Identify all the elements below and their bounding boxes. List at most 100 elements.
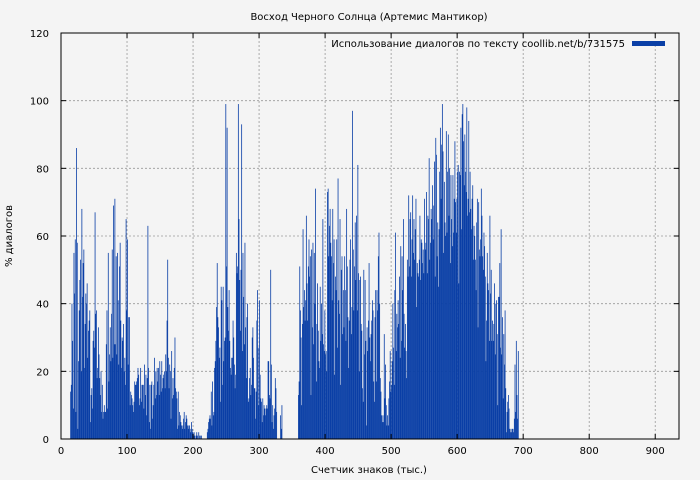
bar — [124, 357, 126, 439]
bar — [136, 381, 138, 439]
bar — [379, 378, 381, 439]
bar — [431, 219, 433, 439]
bar — [474, 236, 476, 439]
bar — [84, 367, 85, 439]
bar — [373, 381, 375, 439]
bar — [164, 388, 166, 439]
bar — [86, 283, 88, 439]
bar — [408, 195, 410, 439]
bar — [156, 395, 157, 439]
bar — [134, 384, 136, 439]
bar — [344, 256, 346, 439]
bar — [78, 361, 79, 439]
bar — [158, 395, 160, 439]
bar — [305, 215, 307, 439]
bar — [181, 428, 183, 439]
bar — [498, 296, 500, 439]
bar — [150, 428, 151, 439]
bar — [195, 435, 197, 439]
bar — [183, 418, 184, 439]
bar — [426, 273, 428, 439]
bar — [486, 252, 488, 439]
bar — [302, 229, 304, 439]
bar — [167, 259, 169, 439]
bar — [146, 378, 148, 439]
x-tick-label: 800 — [580, 446, 599, 457]
legend-swatch — [632, 41, 665, 46]
bar — [251, 384, 252, 439]
bar — [362, 401, 364, 439]
bar — [331, 300, 333, 439]
bar — [336, 239, 338, 439]
bar — [329, 208, 331, 439]
bar — [232, 320, 234, 439]
bar — [185, 415, 187, 439]
bar — [162, 388, 163, 439]
bar — [317, 330, 319, 439]
bar — [329, 225, 330, 439]
bar — [412, 252, 414, 439]
bar — [142, 384, 144, 439]
bar — [351, 307, 353, 439]
bar — [395, 351, 397, 439]
bar — [461, 114, 463, 439]
bar — [466, 107, 468, 439]
bar — [281, 405, 283, 439]
bar — [438, 286, 439, 439]
bar — [494, 354, 496, 439]
bar — [369, 337, 371, 439]
bar — [492, 340, 494, 439]
bar — [514, 364, 516, 439]
bar — [385, 405, 387, 439]
bar — [104, 411, 106, 439]
bar — [280, 415, 282, 439]
bar — [385, 364, 386, 439]
bar — [215, 340, 217, 439]
bar — [374, 317, 376, 439]
bar — [267, 361, 269, 439]
bar — [424, 249, 426, 439]
bar — [400, 246, 402, 439]
bar — [439, 127, 441, 439]
bar — [153, 384, 155, 439]
bar — [184, 428, 186, 439]
bar — [414, 229, 416, 439]
bar — [91, 388, 93, 439]
bar — [376, 290, 378, 439]
bar — [119, 266, 120, 439]
bar — [447, 171, 449, 439]
bar — [472, 185, 474, 439]
bar — [268, 395, 270, 439]
bar — [333, 263, 334, 439]
bar — [144, 395, 146, 439]
bar — [252, 327, 254, 439]
bar — [166, 320, 168, 439]
bar — [357, 164, 359, 439]
bar — [424, 198, 425, 439]
bar — [90, 422, 91, 439]
bar — [164, 371, 165, 439]
bar — [445, 131, 447, 439]
bar — [115, 344, 116, 439]
bar — [487, 283, 489, 439]
bar — [321, 303, 322, 439]
bar — [152, 418, 153, 439]
bar — [70, 384, 72, 439]
bar — [453, 198, 455, 439]
bar — [76, 242, 78, 439]
bar — [125, 384, 126, 439]
bar — [189, 428, 191, 439]
bar — [214, 361, 216, 439]
bar — [170, 418, 172, 439]
bar — [362, 388, 363, 439]
bar — [219, 347, 221, 439]
bar — [482, 256, 484, 439]
bar — [145, 374, 147, 439]
bar — [135, 384, 137, 439]
bar — [233, 364, 235, 439]
bar — [473, 225, 475, 439]
bar — [507, 395, 509, 439]
bar — [165, 371, 167, 439]
bar — [333, 239, 335, 439]
bar — [121, 367, 122, 439]
